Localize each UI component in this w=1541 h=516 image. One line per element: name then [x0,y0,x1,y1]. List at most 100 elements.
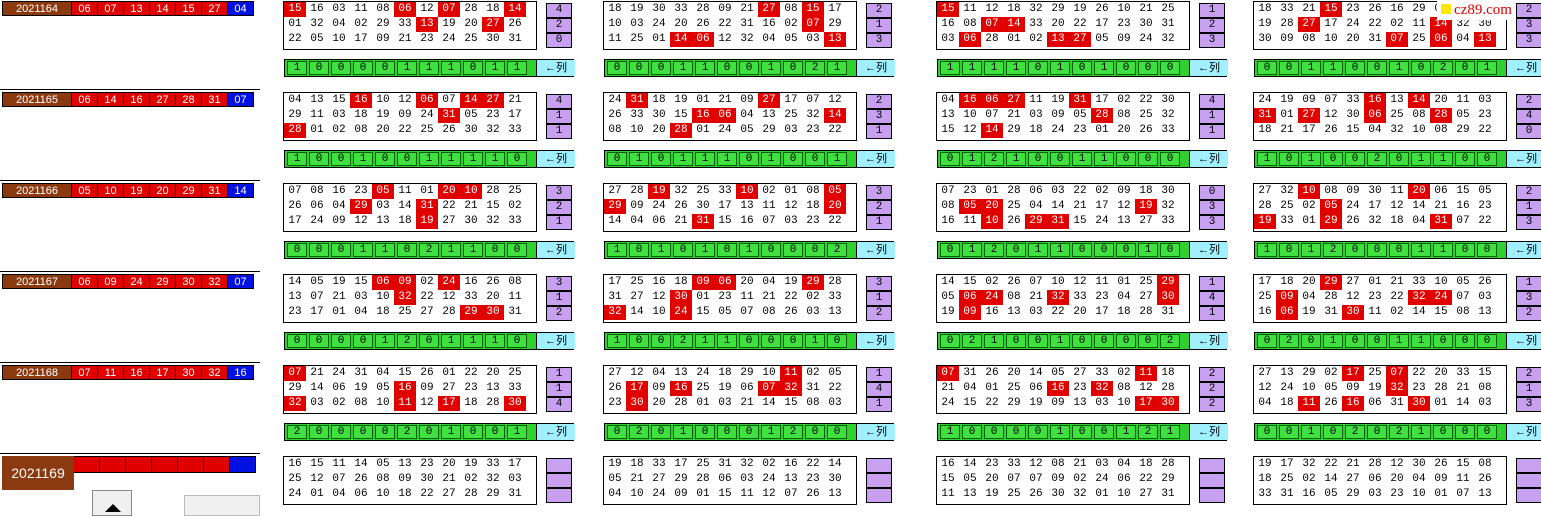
column-arrow-button[interactable]: ←列 [1189,60,1228,76]
column-arrow-button[interactable]: ←列 [536,242,575,258]
grid-number: 22 [1390,291,1404,303]
column-arrow-button[interactable]: ←列 [1506,151,1541,167]
column-count: 0 [827,425,847,439]
grid-number: 02 [985,276,999,288]
grid-number: 20 [652,124,666,136]
column-arrow-button[interactable]: ←列 [1506,242,1541,258]
grid-number: 26 [1095,3,1109,15]
grid-number-hit: 27 [758,2,780,17]
column-arrow-button[interactable]: ←列 [536,424,575,440]
blank-button[interactable] [184,495,260,516]
column-arrow-button[interactable]: ←列 [1506,424,1541,440]
grid-number: 14 [1324,473,1338,485]
grid-number: 23 [1073,382,1087,394]
row-hit-count: 2 [1199,382,1225,397]
column-arrow-button[interactable]: ←列 [856,424,895,440]
column-arrow-button[interactable]: ←列 [536,151,575,167]
grid-number: 25 [1280,200,1294,212]
grid-number: 17 [508,458,522,470]
grid-number: 04 [963,382,977,394]
grid-number: 33 [1280,215,1294,227]
column-count: 0 [353,334,373,348]
column-arrow-button[interactable]: ←列 [856,151,895,167]
column-arrow-button[interactable]: ←列 [1506,333,1541,349]
column-count: 1 [1094,152,1114,166]
grid-number: 19 [464,458,478,470]
column-count-bar: 0 2 0 1 0 0 0 1 2 0 0 ←列 [604,423,895,441]
grid-number: 08 [806,397,820,409]
grid-number-hit: 30 [626,396,648,411]
grid-number: 04 [1412,215,1426,227]
grid-number: 09 [1302,94,1316,106]
number-grid-frame [283,183,537,232]
number-grid-frame [603,274,857,323]
grid-number: 17 [828,3,842,15]
grid-number: 06 [1029,185,1043,197]
column-count: 2 [783,425,803,439]
grid-number: 30 [1161,94,1175,106]
grid-number: 27 [1346,276,1360,288]
grid-number: 32 [806,109,820,121]
draw-number: 11 [98,365,124,380]
grid-number: 05 [376,382,390,394]
grid-number: 03 [310,397,324,409]
square-icon [1441,4,1451,14]
column-count: 0 [353,61,373,75]
grid-number: 22 [1139,94,1153,106]
grid-number: 10 [608,18,622,30]
scroll-up-button[interactable] [92,490,132,516]
column-arrow-button[interactable]: ←列 [856,242,895,258]
grid-number: 18 [1139,458,1153,470]
grid-number: 05 [1324,488,1338,500]
grid-number-hit: 07 [758,381,780,396]
column-count: 1 [1301,61,1321,75]
column-arrow-button[interactable]: ←列 [856,333,895,349]
grid-number: 20 [1117,124,1131,136]
column-arrow-button[interactable]: ←列 [856,60,895,76]
grid-number: 13 [963,488,977,500]
number-grid-frame [283,274,537,323]
grid-number: 33 [1029,18,1043,30]
grid-number: 09 [1434,473,1448,485]
column-arrow-button[interactable]: ←列 [1189,151,1228,167]
column-count-bar: 0 1 2 1 0 0 1 1 0 0 0 ←列 [937,150,1228,168]
grid-number: 09 [332,215,346,227]
grid-number: 11 [941,488,955,500]
grid-number: 29 [486,488,500,500]
column-arrow-button[interactable]: ←列 [1506,60,1541,76]
number-grid: 14 05 19 15 06 09 02 24 16 26 08 13 07 21 03 10 32 22 12 33… [284,275,526,320]
grid-number: 20 [1302,276,1316,288]
grid-number: 05 [740,124,754,136]
number-grid: 15 16 03 11 08 06 12 07 28 18 14 01 32 04 02 29 33 13 19 20… [284,2,526,47]
grid-number: 25 [630,33,644,45]
column-count: 1 [673,425,693,439]
grid-number-hit: 14 [460,93,482,108]
column-count: 1 [1006,61,1026,75]
grid-number: 33 [398,18,412,30]
grid-number-hit: 27 [482,93,504,108]
column-count: 0 [1477,152,1497,166]
column-arrow-button[interactable]: ←列 [1189,333,1228,349]
column-count: 1 [507,61,527,75]
grid-number: 31 [1324,306,1338,318]
grid-number: 22 [1073,185,1087,197]
column-arrow-button[interactable]: ←列 [1189,424,1228,440]
grid-number: 13 [486,382,500,394]
grid-number: 19 [1051,94,1065,106]
grid-number-hit: 29 [604,199,626,214]
column-arrow-button[interactable]: ←列 [1189,242,1228,258]
grid-number: 32 [1302,458,1316,470]
column-arrow-button[interactable]: ←列 [536,60,575,76]
column-count: 2 [962,334,982,348]
column-count: 1 [1433,243,1453,257]
grid-number: 31 [718,458,732,470]
grid-number: 05 [784,33,798,45]
grid-number: 33 [464,291,478,303]
column-count: 0 [1072,61,1092,75]
column-count: 0 [651,152,671,166]
grid-number: 23 [806,473,820,485]
column-arrow-button[interactable]: ←列 [536,333,575,349]
column-count: 1 [1477,61,1497,75]
grid-number-hit: 27 [1003,93,1025,108]
column-count: 0 [673,243,693,257]
